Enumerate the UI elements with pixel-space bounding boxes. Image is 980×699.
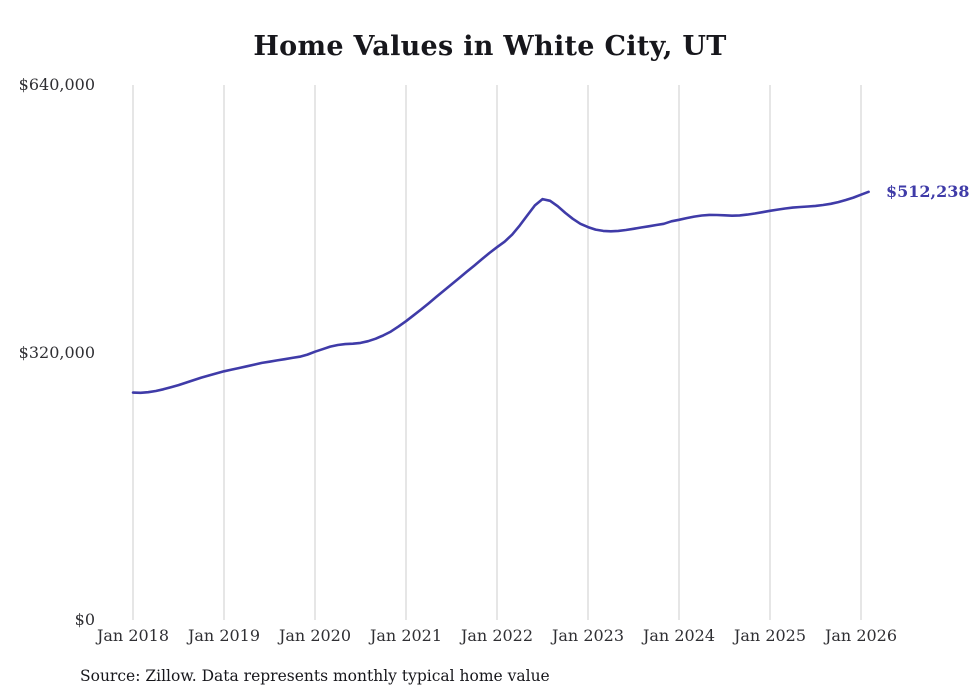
x-axis-tick-jan-2018: Jan 2018 [96, 626, 170, 645]
x-axis-tick-jan-2024: Jan 2024 [642, 626, 716, 645]
x-axis-tick-jan-2026: Jan 2026 [824, 626, 898, 645]
y-axis-tick-320000: $320,000 [18, 343, 95, 362]
x-axis-tick-jan-2022: Jan 2022 [460, 626, 534, 645]
x-axis-tick-jan-2020: Jan 2020 [278, 626, 352, 645]
y-axis-tick-0: $0 [74, 610, 95, 629]
x-axis-tick-jan-2023: Jan 2023 [551, 626, 625, 645]
x-axis-tick-jan-2025: Jan 2025 [733, 626, 807, 645]
last-value-label: $512,238 [886, 181, 970, 201]
x-axis-tick-jan-2019: Jan 2019 [187, 626, 261, 645]
x-axis-tick-jan-2021: Jan 2021 [369, 626, 443, 645]
chart-title: Home Values in White City, UT [253, 31, 727, 62]
source-note: Source: Zillow. Data represents monthly … [80, 667, 550, 685]
y-axis-tick-640000: $640,000 [18, 75, 95, 94]
